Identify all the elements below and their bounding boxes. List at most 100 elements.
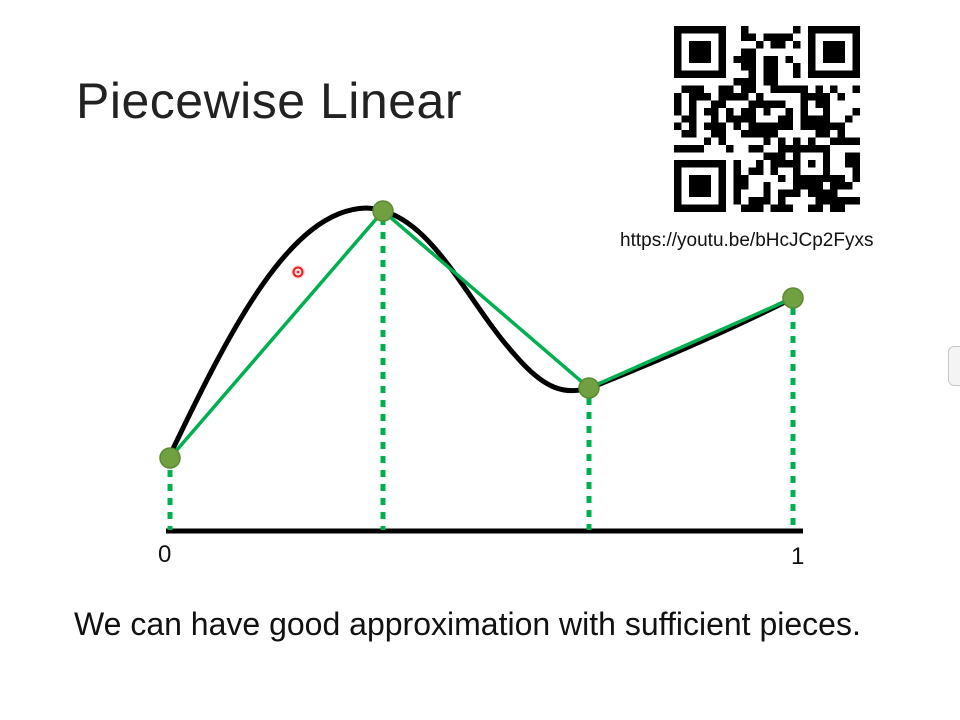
qr-module bbox=[748, 70, 756, 79]
qr-module bbox=[845, 115, 853, 123]
qr-module bbox=[837, 122, 846, 131]
qr-module bbox=[763, 189, 771, 198]
qr-module bbox=[785, 33, 794, 41]
qr-module bbox=[793, 85, 801, 93]
qr-module bbox=[688, 85, 697, 93]
qr-module bbox=[674, 167, 682, 175]
qr-module bbox=[718, 130, 727, 138]
qr-module bbox=[674, 145, 682, 153]
qr-module bbox=[852, 85, 860, 93]
qr-module bbox=[674, 197, 682, 205]
qr-module bbox=[800, 122, 808, 131]
qr-module bbox=[718, 55, 727, 64]
qr-module bbox=[815, 92, 823, 101]
qr-module bbox=[770, 70, 779, 79]
qr-module bbox=[718, 182, 727, 190]
qr-module bbox=[845, 70, 853, 79]
qr-module bbox=[696, 40, 704, 49]
qr-module bbox=[711, 204, 719, 212]
qr-module bbox=[733, 115, 741, 123]
qr-module bbox=[770, 63, 779, 71]
qr-module bbox=[703, 122, 712, 131]
qr-module bbox=[688, 48, 697, 56]
qr-module bbox=[822, 100, 831, 108]
qr-module bbox=[830, 189, 838, 198]
qr-module bbox=[711, 159, 719, 168]
qr-module bbox=[807, 204, 816, 212]
qr-module bbox=[852, 33, 860, 41]
qr-module bbox=[696, 174, 704, 183]
qr-module bbox=[793, 40, 801, 49]
qr-module bbox=[815, 189, 823, 198]
qr-module bbox=[748, 115, 756, 123]
qr-module bbox=[837, 137, 846, 146]
side-panel-tab[interactable] bbox=[948, 346, 960, 386]
qr-module bbox=[770, 33, 779, 41]
qr-module bbox=[755, 122, 764, 131]
qr-module bbox=[822, 189, 831, 198]
qr-module bbox=[822, 145, 831, 153]
video-url[interactable]: https://youtu.be/bHcJCp2Fyxs bbox=[620, 230, 874, 251]
qr-module bbox=[740, 48, 749, 56]
node-1 bbox=[159, 447, 181, 469]
qr-module bbox=[822, 48, 831, 56]
qr-module bbox=[711, 107, 719, 116]
qr-module bbox=[674, 70, 682, 79]
qr-module bbox=[755, 145, 764, 153]
qr-module bbox=[785, 189, 794, 198]
qr-module bbox=[845, 137, 853, 146]
qr-module bbox=[674, 100, 682, 108]
qr-module bbox=[837, 174, 846, 183]
qr-module bbox=[837, 130, 846, 138]
qr-module bbox=[852, 70, 860, 79]
qr-module bbox=[837, 182, 846, 190]
qr-module bbox=[778, 115, 786, 123]
qr-module bbox=[688, 182, 697, 190]
qr-module bbox=[770, 152, 779, 160]
qr-module bbox=[785, 115, 794, 123]
qr-module bbox=[793, 137, 801, 146]
qr-module bbox=[711, 130, 719, 138]
qr-module bbox=[852, 63, 860, 71]
qr-module bbox=[822, 107, 831, 116]
axis-label-end: 1 bbox=[791, 543, 805, 570]
qr-module bbox=[740, 55, 749, 64]
qr-module bbox=[733, 92, 741, 101]
qr-module bbox=[718, 159, 727, 168]
qr-module bbox=[770, 78, 779, 86]
qr-module bbox=[748, 55, 756, 64]
qr-module bbox=[800, 145, 808, 153]
qr-module bbox=[830, 55, 838, 64]
qr-module bbox=[703, 70, 712, 79]
qr-module bbox=[740, 63, 749, 71]
qr-module bbox=[852, 167, 860, 175]
qr-module bbox=[674, 92, 682, 101]
qr-module bbox=[703, 174, 712, 183]
qr-module bbox=[696, 26, 704, 34]
qr-module bbox=[748, 63, 756, 71]
qr-module bbox=[674, 189, 682, 198]
qr-module bbox=[733, 78, 741, 86]
qr-module bbox=[674, 204, 682, 212]
qr-module bbox=[800, 85, 808, 93]
qr-module bbox=[807, 48, 816, 56]
qr-module bbox=[674, 55, 682, 64]
qr-module bbox=[733, 167, 741, 175]
qr-module bbox=[807, 122, 816, 131]
qr-module bbox=[718, 122, 727, 131]
qr-module bbox=[674, 48, 682, 56]
qr-module bbox=[830, 85, 838, 93]
qr-module bbox=[837, 197, 846, 205]
qr-module bbox=[718, 26, 727, 34]
qr-module bbox=[674, 122, 682, 131]
qr-module bbox=[726, 85, 734, 93]
qr-module bbox=[681, 115, 689, 123]
qr-module bbox=[830, 48, 838, 56]
qr-module bbox=[815, 197, 823, 205]
qr-module bbox=[748, 48, 756, 56]
qr-module bbox=[807, 189, 816, 198]
qr-module bbox=[755, 197, 764, 205]
qr-module bbox=[763, 107, 771, 116]
qr-module bbox=[718, 40, 727, 49]
